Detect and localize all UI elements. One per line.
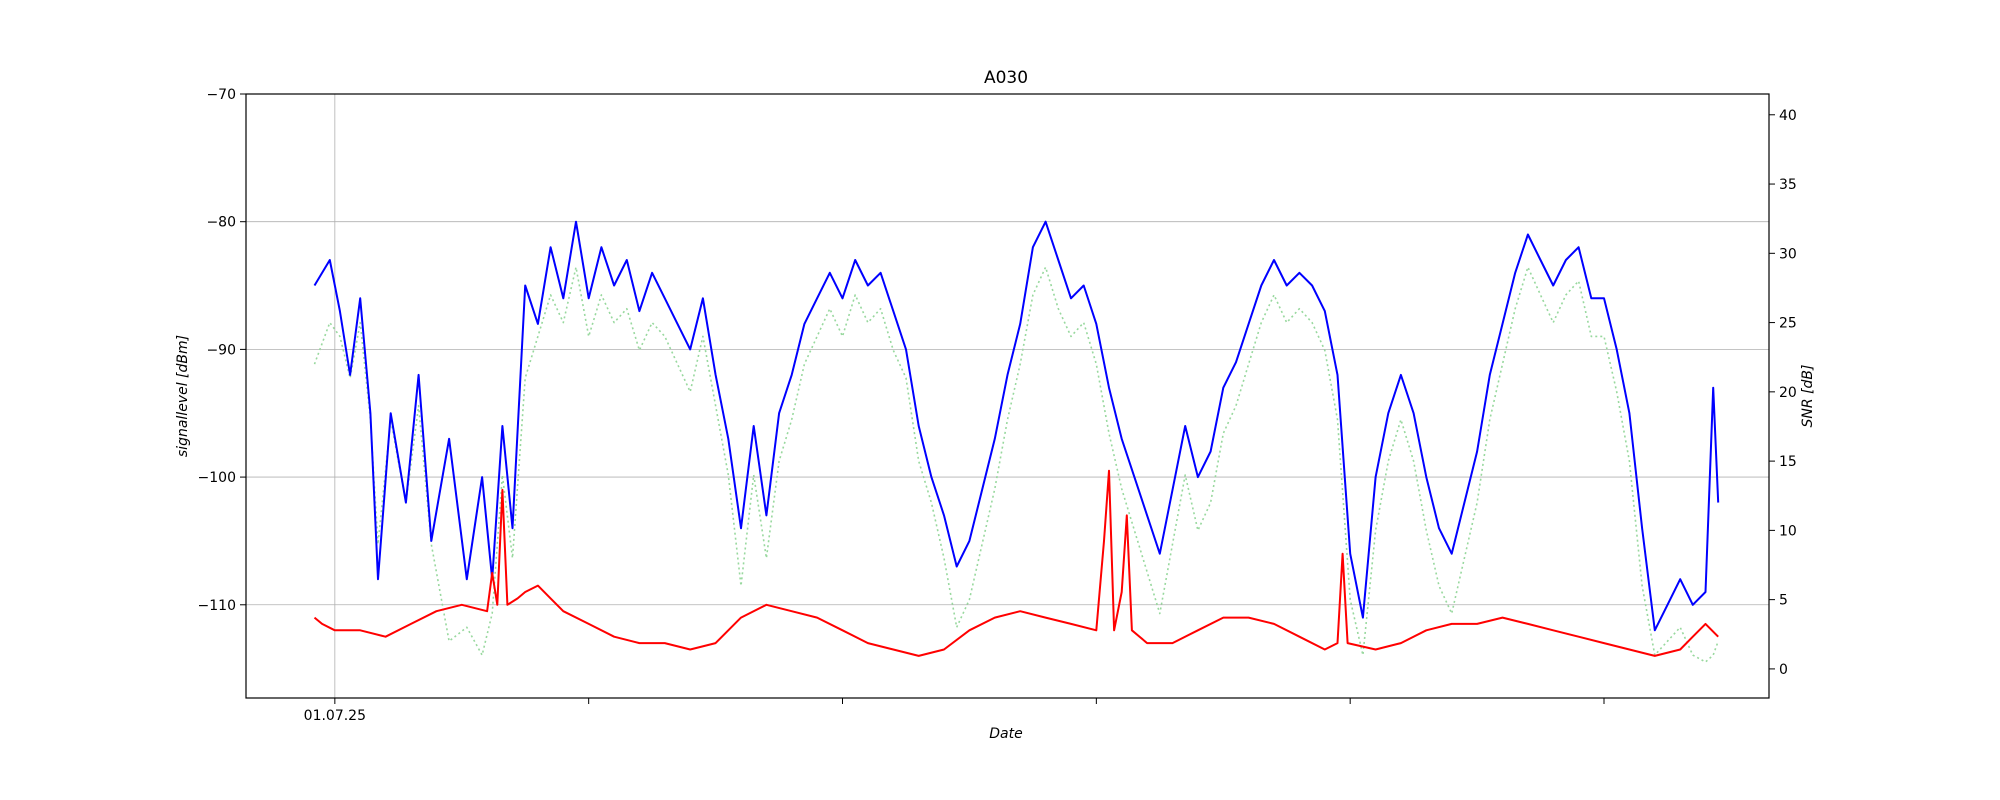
right-tick-label: 10 [1779, 523, 1797, 539]
chart-title: A030 [984, 68, 1028, 88]
right-tick-label: 40 [1779, 108, 1797, 124]
right-tick-label: 0 [1779, 662, 1788, 678]
left-tick-label: −70 [206, 87, 236, 103]
left-tick-label: −80 [206, 215, 236, 231]
right-y-axis-label: SNR [dB] [1800, 365, 1816, 428]
x-tick-label: 01.07.25 [304, 708, 366, 724]
right-tick-label: 25 [1779, 316, 1797, 332]
right-y-axis: 0 5 10 15 20 25 30 35 40 [1769, 108, 1797, 678]
series-line-2 [313, 469, 1719, 657]
left-tick-label: −90 [206, 342, 236, 358]
plot-frame [245, 93, 1770, 699]
right-tick-label: 30 [1779, 246, 1797, 262]
left-y-axis: −70 −80 −90 −100 −110 [198, 87, 246, 614]
right-tick-label: 35 [1779, 177, 1797, 193]
right-tick-label: 5 [1779, 593, 1788, 609]
left-y-axis-label: signallevel [dBm] [175, 335, 191, 457]
data-series [313, 220, 1720, 663]
x-axis-label: Date [989, 726, 1022, 742]
left-tick-label: −110 [198, 598, 236, 614]
series-line-0 [313, 220, 1720, 632]
right-tick-label: 20 [1779, 385, 1797, 401]
x-axis: 01.07.25 [304, 698, 1605, 724]
right-tick-label: 15 [1779, 454, 1797, 470]
series-line-1 [313, 266, 1719, 663]
left-tick-label: −100 [198, 470, 236, 486]
